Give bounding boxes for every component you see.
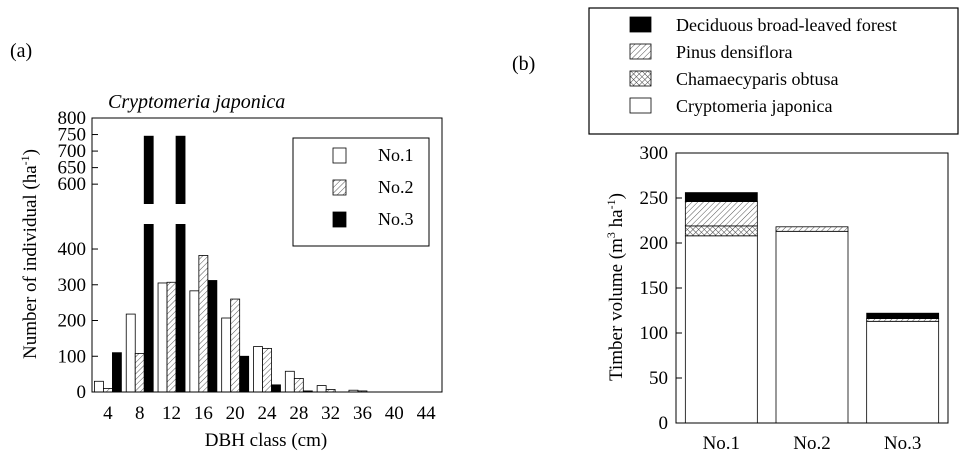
- panel-b-bars: [684, 192, 940, 424]
- x-tick-label: 24: [258, 403, 278, 424]
- legend-b-swatch: [629, 70, 652, 87]
- bar-a-No3-12: [175, 135, 186, 393]
- bar-a-No3-16: [207, 280, 218, 393]
- bar-a-No2-4: [103, 388, 113, 393]
- bar-a-No3-20: [239, 355, 250, 393]
- legend-a-swatch: [332, 179, 347, 196]
- legend-a-swatch: [332, 147, 347, 164]
- legend-a-label: No.1: [378, 145, 414, 165]
- panel-b-label: (b): [512, 53, 535, 75]
- bar-b-No1-deciduous: [684, 192, 758, 203]
- y-tick-label: 400: [58, 239, 87, 260]
- x-tick-label: 4: [103, 403, 113, 424]
- y-tick-label: 200: [58, 311, 87, 332]
- bar-a-No2-8: [134, 352, 145, 393]
- panel-a-bars: [92, 135, 442, 393]
- bar-b-No3-deciduous: [866, 312, 940, 320]
- bar-b-No2-cryptomeria: [775, 230, 849, 424]
- y-tick-label: 750: [58, 125, 87, 146]
- panel-b-x-ticks: No.1 No.2 No.3: [703, 433, 922, 454]
- bar-a-No1-24: [253, 346, 263, 393]
- bar-a-No2-20: [230, 298, 241, 393]
- panel-a-plot-frame: [91, 117, 443, 393]
- y-tick-label: 100: [640, 323, 669, 344]
- x-tick-label: No.1: [703, 433, 740, 454]
- panel-a-x-ticks: 4 8 12 16 20 24 28 32 36 40 44: [103, 403, 436, 424]
- y-tick-label: 50: [649, 368, 668, 389]
- bar-a-No1-4: [94, 380, 104, 393]
- legend-b-label: Deciduous broad-leaved forest: [676, 15, 897, 35]
- bar-a-No1-12: [157, 282, 168, 393]
- y-tick-label: 100: [58, 346, 87, 367]
- bar-a-No2-28: [293, 378, 304, 393]
- bar-a-No2-12: [166, 281, 177, 393]
- panel-b-y-axis-label: Timber volume (m3 ha-1): [604, 193, 627, 381]
- panel-a-y-axis-label: Number of individual (ha-1): [18, 149, 41, 359]
- y-tick-label: 0: [659, 413, 669, 434]
- y-tick-label: 600: [58, 174, 87, 195]
- y-tick-label: 300: [58, 275, 87, 296]
- panel-a-chart: (a) Cryptomeria japonica Number of indiv…: [10, 40, 443, 451]
- y-tick-label: 700: [58, 141, 87, 162]
- bar-b-No3-cryptomeria: [866, 320, 940, 424]
- bar-a-No3-24: [271, 384, 281, 393]
- y-tick-label: 200: [640, 233, 669, 254]
- bar-a-No1-20: [221, 317, 232, 393]
- bar-b-No2-pinus: [775, 226, 849, 232]
- legend-b-swatch: [629, 97, 652, 114]
- x-tick-label: 40: [385, 403, 404, 424]
- x-tick-label: 8: [135, 403, 145, 424]
- legend-b-swatch: [629, 16, 652, 33]
- x-tick-label: 20: [226, 403, 245, 424]
- bar-a-No1-8: [125, 313, 136, 393]
- y-tick-label: 0: [77, 382, 87, 403]
- x-tick-label: 16: [194, 403, 213, 424]
- panel-b-legend: Deciduous broad-leaved forest Pinus densi…: [588, 7, 959, 135]
- bar-a-No1-32: [316, 385, 327, 393]
- panel-b-chart: (b) Timber volume (m3 ha-1) 0 50 100 150 200…: [512, 7, 959, 454]
- legend-a-label: No.2: [378, 177, 414, 197]
- panel-a-legend: No.1 No.2 No.3: [292, 137, 430, 247]
- panel-a-species-title: Cryptomeria japonica: [108, 91, 285, 113]
- panel-a-label: (a): [10, 40, 32, 62]
- x-tick-label: 36: [353, 403, 372, 424]
- bar-a-No2-16: [198, 255, 209, 393]
- y-tick-label: 150: [640, 278, 669, 299]
- legend-b-label: Chamaecyparis obtusa: [676, 69, 838, 89]
- bar-a-No1-16: [189, 290, 200, 393]
- bar-a-No3-8: [143, 135, 154, 393]
- panel-a-frame: [91, 117, 443, 393]
- legend-a-box: [292, 137, 430, 247]
- legend-b-label: Cryptomeria japonica: [676, 96, 832, 116]
- legend-a-swatch: [332, 211, 347, 228]
- x-tick-label: 12: [162, 403, 181, 424]
- bar-b-No1-cryptomeria: [684, 235, 758, 424]
- x-tick-label: 32: [321, 403, 340, 424]
- y-tick-label: 250: [640, 188, 669, 209]
- bar-b-No1-pinus: [684, 201, 758, 227]
- x-tick-label: No.2: [793, 433, 830, 454]
- y-tick-label: 650: [58, 158, 87, 179]
- y-tick-label: 800: [58, 108, 87, 129]
- legend-a-label: No.3: [378, 209, 414, 229]
- legend-b-swatch: [629, 43, 652, 60]
- bar-a-No3-4: [112, 352, 122, 393]
- y-tick-label: 300: [640, 143, 669, 164]
- bar-b-No3-pinus: [866, 318, 940, 322]
- x-tick-label: 28: [289, 403, 308, 424]
- legend-b-label: Pinus densiflora: [676, 42, 793, 62]
- panel-b-y-ticks: 0 50 100 150 200 250 300: [640, 143, 682, 434]
- bar-b-No1-chamaecyparis: [684, 225, 758, 237]
- x-tick-label: No.3: [884, 433, 921, 454]
- panel-a-x-axis-label: DBH class (cm): [205, 430, 327, 451]
- bar-a-No1-28: [284, 370, 295, 393]
- bar-a-No2-24: [262, 347, 272, 393]
- x-tick-label: 44: [417, 403, 437, 424]
